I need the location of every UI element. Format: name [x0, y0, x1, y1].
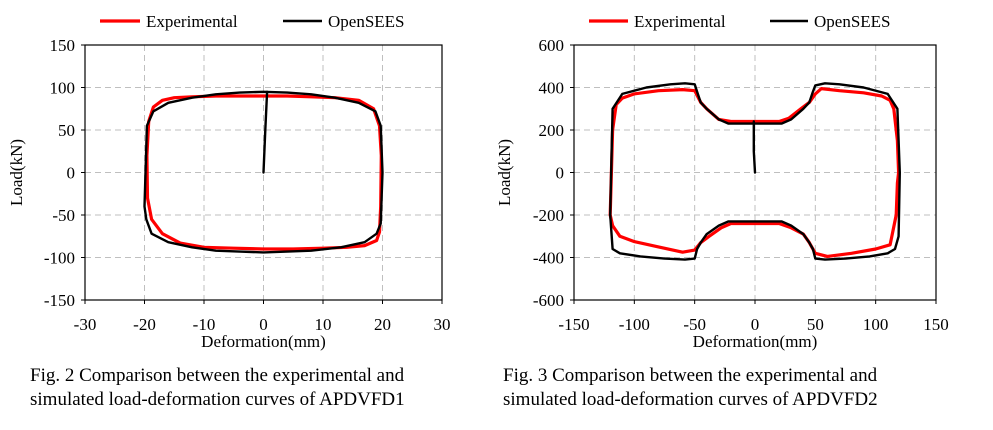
figure-2-caption-line-2: simulated load-deformation curves of APD… [30, 389, 405, 410]
x-tick-label: -100 [619, 315, 650, 334]
y-tick-label: -150 [44, 291, 75, 310]
y-tick-label: -50 [52, 206, 75, 225]
y-tick-label: 0 [67, 164, 76, 183]
x-tick-label: 10 [315, 315, 332, 334]
y-tick-label: 0 [556, 164, 565, 183]
series-opensees-line [609, 82, 901, 261]
y-tick-label: 600 [539, 36, 565, 55]
x-axis-label: Deformation(mm) [201, 332, 326, 351]
series-opensees-line [143, 90, 384, 254]
chart-1: -30 -20 -10 0 10 20 30-150-100-50050100150Defo… [7, 12, 451, 351]
x-tick-label: 0 [751, 315, 760, 334]
legend-label-opensees: OpenSEES [814, 12, 891, 31]
chart-2: -150 -100 -50 0 50 100 150 -600 -400 -200 0 200 400 6… [495, 12, 949, 351]
series-opensees-line [752, 120, 757, 174]
y-tick-label: -400 [533, 249, 564, 268]
figure-3-caption: Fig. 3 Comparison between the experiment… [503, 364, 983, 412]
y-tick-label: 150 [50, 36, 76, 55]
y-tick-label: 100 [50, 79, 76, 98]
series-opensees-line [262, 90, 269, 174]
figure-2-caption-line-1: Fig. 2 Comparison between the experiment… [30, 365, 405, 386]
x-tick-label: -20 [133, 315, 156, 334]
x-tick-label: -150 [558, 315, 589, 334]
y-tick-label: -100 [44, 249, 75, 268]
figure-3-caption-line-1: Fig. 3 Comparison between the experiment… [503, 365, 878, 386]
x-axis-label: Deformation(mm) [693, 332, 818, 351]
y-tick-label: -600 [533, 291, 564, 310]
y-axis-label: Load(kN) [495, 139, 514, 206]
y-tick-label: -200 [533, 206, 564, 225]
x-tick-label: 100 [863, 315, 889, 334]
x-tick-label: 20 [374, 315, 391, 334]
y-tick-label: 50 [58, 121, 75, 140]
y-axis-label: Load(kN) [7, 139, 26, 206]
x-tick-label: -30 [74, 315, 97, 334]
x-tick-label: -10 [193, 315, 216, 334]
x-tick-label: 50 [807, 315, 824, 334]
y-tick-label: 200 [539, 121, 565, 140]
y-tick-label: 400 [539, 79, 565, 98]
x-tick-label: 150 [923, 315, 949, 334]
legend-label-opensees: OpenSEES [328, 12, 405, 31]
x-tick-label: 30 [434, 315, 451, 334]
figure-2-caption: Fig. 2 Comparison between the experiment… [30, 364, 500, 412]
figure-3-caption-line-2: simulated load-deformation curves of APD… [503, 389, 878, 410]
legend-label-experimental: Experimental [634, 12, 726, 31]
legend-label-experimental: Experimental [146, 12, 238, 31]
x-tick-label: -50 [683, 315, 706, 334]
x-tick-label: 0 [259, 315, 268, 334]
